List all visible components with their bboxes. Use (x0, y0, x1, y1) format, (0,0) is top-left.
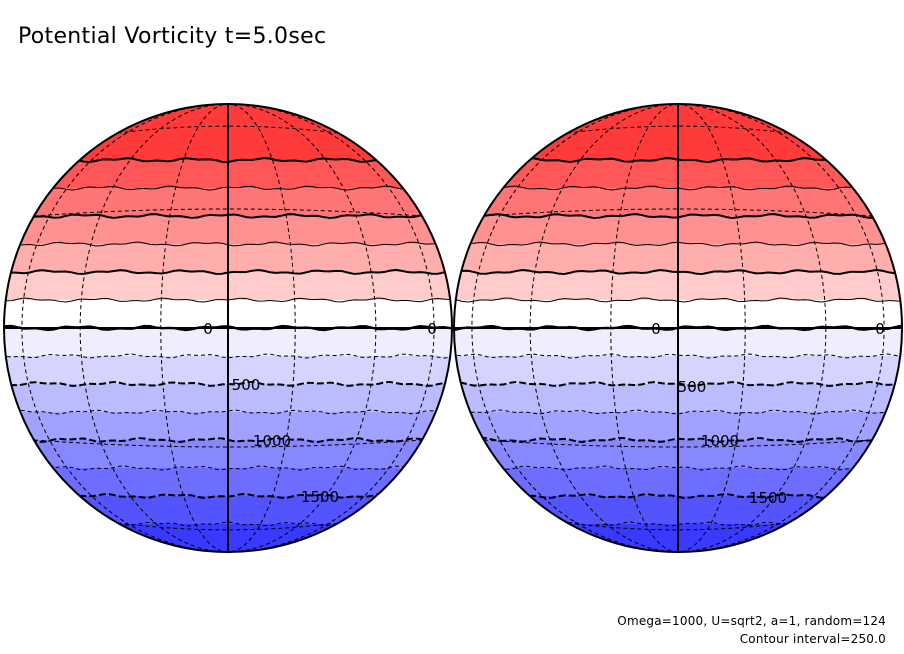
parallel-line (33, 439, 423, 448)
parallel-line (33, 208, 423, 217)
parallel-line (483, 439, 873, 448)
contour-interval-text: Contour interval=250.0 (739, 632, 886, 646)
contour-label: 0 (203, 320, 213, 338)
globe-outline (3, 103, 453, 553)
contour-label: 500 (232, 376, 261, 394)
globe-outline (453, 103, 903, 553)
contour-label: 0 (651, 320, 661, 338)
right-globe: 0 0 500 1000 1500 (453, 103, 903, 553)
contour-label: 0 (427, 320, 437, 338)
contour-label: 0 (875, 320, 885, 338)
contour-label: 1500 (749, 489, 787, 507)
contour-label: 1000 (701, 432, 739, 450)
contour-label: 500 (678, 378, 707, 396)
parameters-text: Omega=1000, U=sqrt2, a=1, random=124 (617, 614, 886, 628)
plot-title: Potential Vorticity t=5.0sec (18, 24, 327, 49)
contour-label: 1000 (253, 432, 291, 450)
left-globe: 0 0 500 1000 1500 (3, 103, 453, 553)
parallel-line (483, 208, 873, 217)
contour-label: 1500 (301, 488, 339, 506)
